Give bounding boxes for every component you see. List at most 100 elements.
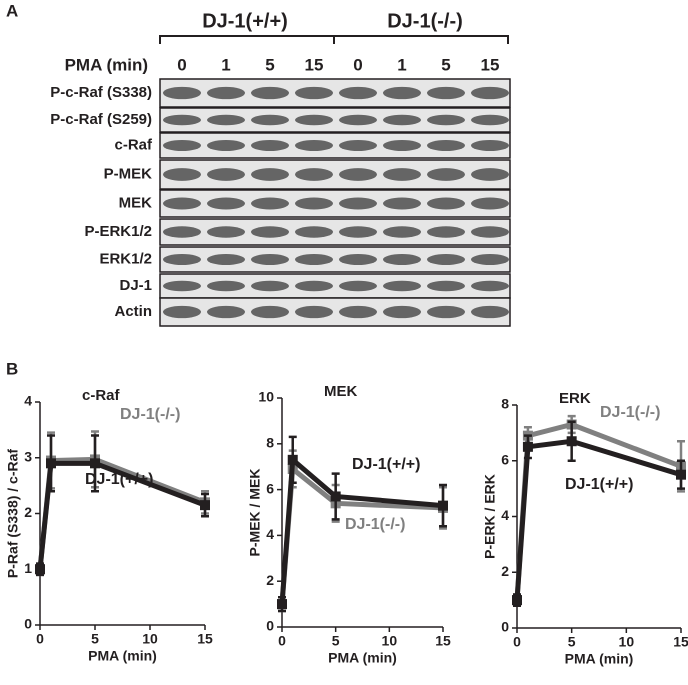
blot-band — [339, 305, 377, 319]
lane-label: 1 — [221, 55, 230, 74]
blot-band — [427, 197, 465, 210]
blot-band — [383, 168, 421, 181]
blot-band — [295, 305, 333, 319]
y-tick-label: 2 — [266, 572, 274, 588]
series-line — [37, 460, 206, 570]
blot-band — [163, 305, 201, 319]
blot-band — [471, 305, 509, 319]
x-tick-label: 0 — [278, 633, 286, 649]
y-tick-label: 4 — [501, 507, 509, 523]
y-axis-label: P-ERK / ERK — [482, 474, 498, 559]
y-tick-label: 4 — [266, 526, 274, 542]
blot-band — [339, 197, 377, 210]
x-tick-label: 10 — [142, 631, 158, 647]
x-axis-label: PMA (min) — [565, 651, 634, 667]
x-tick-label: 5 — [332, 633, 340, 649]
group-label: DJ-1(-/-) — [387, 10, 463, 32]
blot-band — [163, 168, 201, 181]
row-label: DJ-1 — [119, 277, 152, 294]
series-line — [514, 438, 682, 601]
blot-band — [207, 197, 245, 210]
row-label: P-MEK — [104, 165, 153, 182]
blot-band — [163, 254, 201, 265]
blot-band — [251, 305, 289, 319]
panel-label: A — [6, 1, 18, 20]
marker — [35, 564, 45, 575]
series-line — [279, 454, 444, 605]
group-bracket — [159, 35, 509, 44]
blot-band — [339, 86, 377, 100]
blot-band — [383, 226, 421, 238]
blot-band — [207, 226, 245, 238]
blot-band — [427, 140, 465, 151]
x-tick-label: 15 — [435, 633, 451, 649]
blot-band — [427, 86, 465, 100]
blot-band — [295, 114, 333, 126]
y-tick-label: 2 — [501, 563, 509, 579]
blot-band — [427, 114, 465, 126]
row-label: P-c-Raf (S338) — [50, 84, 152, 101]
blot-band — [383, 140, 421, 151]
y-tick-label: 0 — [24, 616, 32, 632]
series-label: DJ-1(+/+) — [565, 476, 633, 493]
blot-band — [251, 226, 289, 238]
blot-band — [163, 86, 201, 100]
series-label: DJ-1(+/+) — [85, 471, 153, 488]
y-tick-label: 3 — [24, 448, 32, 464]
chart-title: MEK — [324, 383, 358, 400]
blot-band — [471, 140, 509, 151]
blot-band — [471, 280, 509, 292]
blot-band — [295, 140, 333, 151]
blot-band — [207, 280, 245, 292]
blot-band — [427, 254, 465, 265]
lane-label: 0 — [177, 55, 186, 74]
y-tick-label: 8 — [501, 396, 509, 412]
lane-label: 1 — [397, 55, 406, 74]
blot-band — [383, 86, 421, 100]
series-line — [279, 464, 444, 605]
blot-band — [295, 254, 333, 265]
blot-band — [427, 305, 465, 319]
blot-band — [251, 197, 289, 210]
marker — [522, 441, 533, 452]
blot-band — [427, 168, 465, 181]
row-label: ERK1/2 — [99, 250, 152, 267]
y-tick-label: 0 — [501, 619, 509, 635]
series-label: DJ-1(-/-) — [120, 406, 180, 423]
blot-band — [163, 114, 201, 126]
marker — [90, 458, 100, 469]
x-tick-label: 10 — [619, 634, 635, 650]
blot-band — [427, 226, 465, 238]
blot-band — [207, 305, 245, 319]
lane-label: 15 — [481, 55, 500, 74]
x-axis-label: PMA (min) — [88, 648, 157, 664]
blot-band — [207, 168, 245, 181]
row-label: c-Raf — [114, 136, 153, 153]
y-tick-label: 10 — [258, 389, 274, 405]
blot-band — [339, 140, 377, 151]
group-label: DJ-1(+/+) — [202, 10, 288, 32]
blot-band — [295, 226, 333, 238]
row-label: MEK — [119, 194, 153, 211]
y-tick-label: 2 — [24, 504, 32, 520]
blot-band — [471, 226, 509, 238]
blot-band — [163, 140, 201, 151]
blot-band — [207, 254, 245, 265]
blot-band — [163, 197, 201, 210]
series-label: DJ-1(-/-) — [345, 516, 405, 533]
blot-band — [251, 254, 289, 265]
blot-band — [471, 197, 509, 210]
blot-band — [295, 168, 333, 181]
blot-band — [207, 114, 245, 126]
blot-band — [383, 254, 421, 265]
y-tick-label: 4 — [24, 393, 32, 409]
blot-band — [295, 197, 333, 210]
y-tick-label: 6 — [501, 451, 509, 467]
lane-label: 15 — [305, 55, 324, 74]
blot-band — [383, 114, 421, 126]
blot-band — [207, 86, 245, 100]
lane-label: 5 — [265, 55, 274, 74]
y-tick-label: 6 — [266, 480, 274, 496]
row-label: Actin — [115, 303, 153, 320]
